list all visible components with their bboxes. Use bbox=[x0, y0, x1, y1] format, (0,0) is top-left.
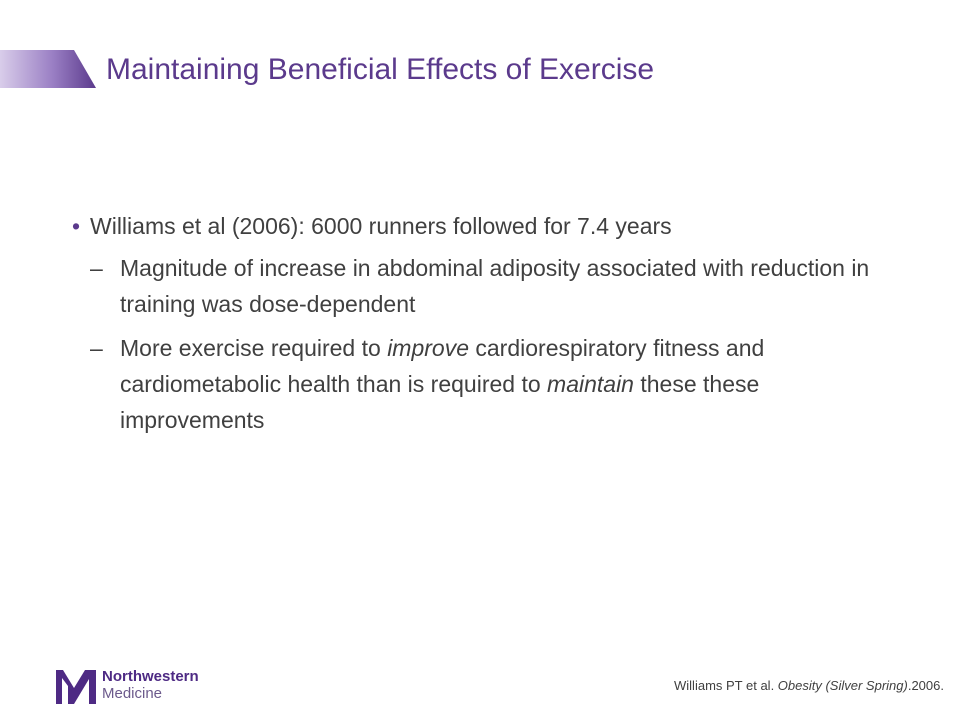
citation-suffix: .2006. bbox=[907, 678, 944, 693]
slide-body: • Williams et al (2006): 6000 runners fo… bbox=[72, 208, 892, 446]
sub-bullet-text-part: More exercise required to bbox=[120, 335, 388, 361]
bullet-dot-icon: • bbox=[72, 213, 81, 239]
sub-bullet-text: Magnitude of increase in abdominal adipo… bbox=[120, 255, 870, 317]
sub-bullet-item: – More exercise required to improve card… bbox=[90, 330, 892, 438]
citation: Williams PT et al. Obesity (Silver Sprin… bbox=[674, 678, 944, 693]
bullet-item: • Williams et al (2006): 6000 runners fo… bbox=[72, 208, 892, 244]
northwestern-medicine-logo: Northwestern Medicine bbox=[56, 668, 216, 704]
bullet-text: Williams et al (2006): 6000 runners foll… bbox=[90, 213, 672, 239]
emphasis-improve: improve bbox=[387, 335, 469, 361]
citation-prefix: Williams PT et al. bbox=[674, 678, 778, 693]
logo-line-northwestern: Northwestern bbox=[102, 668, 199, 685]
logo-line-medicine: Medicine bbox=[102, 685, 163, 702]
title-accent-bar bbox=[0, 50, 96, 88]
sub-bullet-text-part: cardiorespiratory fitness and cardiometa… bbox=[120, 335, 765, 397]
dash-icon: – bbox=[90, 255, 103, 281]
sub-bullet-item: – Magnitude of increase in abdominal adi… bbox=[90, 250, 892, 322]
dash-icon: – bbox=[90, 335, 103, 361]
nm-monogram-icon bbox=[56, 670, 96, 704]
emphasis-maintain: maintain bbox=[547, 371, 634, 397]
citation-journal: Obesity (Silver Spring) bbox=[777, 678, 908, 693]
slide-title: Maintaining Beneficial Effects of Exerci… bbox=[106, 53, 655, 86]
sub-bullet-text-part: these these improvements bbox=[120, 371, 760, 433]
